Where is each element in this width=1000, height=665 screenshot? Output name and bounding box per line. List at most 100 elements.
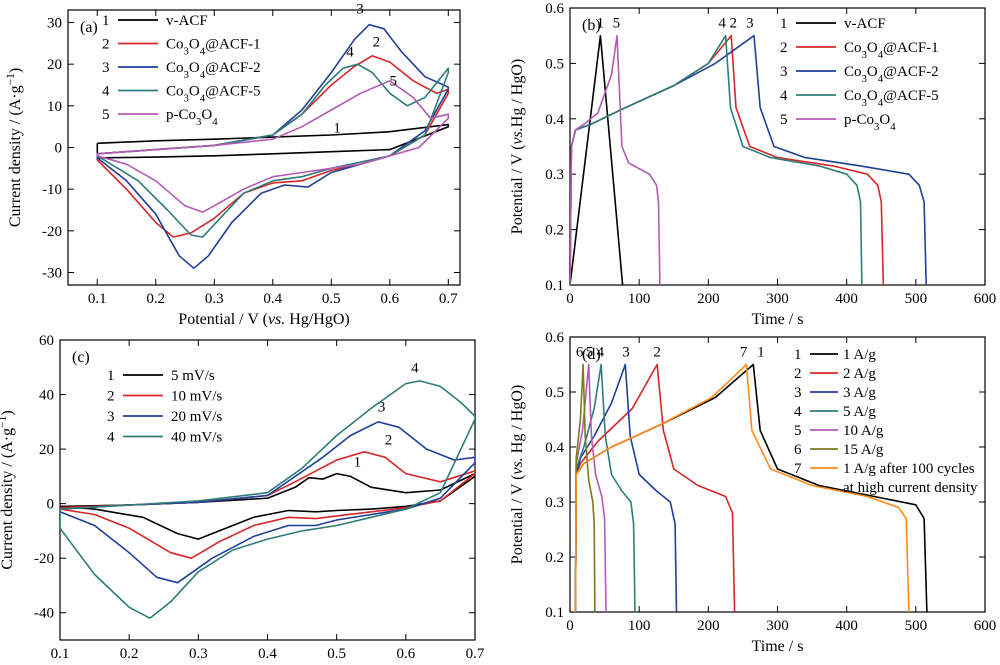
legend-entry: Co3O4@ACF-1	[844, 40, 939, 61]
legend-entry: Co3O4@ACF-1	[166, 37, 261, 58]
series-line-4	[60, 380, 475, 619]
x-tick-label: 600	[974, 618, 997, 634]
x-tick-label: 0.2	[146, 291, 165, 307]
legend-entry: Co3O4@ACF-5	[166, 84, 261, 105]
legend-number: 3	[107, 409, 115, 425]
x-tick-label: 100	[628, 618, 651, 634]
y-axis-label: Current density / (A·g−1)	[5, 68, 24, 227]
x-tick-label: 500	[905, 618, 928, 634]
chart-panel-a: 0.1 0.2 0.3 0.4 0.5 0.6 0.7 -30 -20 -10 0 10 20 30 Pot…	[5, 1, 461, 328]
x-tick-label: 400	[835, 618, 858, 634]
plot-frame	[59, 339, 476, 641]
x-axis-label: Time / s	[752, 311, 804, 328]
curve-number-label: 3	[378, 399, 386, 415]
x-tick-label: 0	[566, 618, 574, 634]
y-tick-label: 0.3	[545, 167, 564, 183]
curve-number-label: 2	[385, 432, 393, 448]
series-line-7	[574, 363, 910, 612]
x-tick-label: 0.3	[189, 646, 208, 662]
curve-number-label: 4	[346, 45, 354, 61]
legend-entry: 10 A/g	[843, 423, 884, 439]
curve-number-label: 3	[746, 15, 754, 31]
curve-number-label: 4	[718, 15, 726, 31]
legend-entry: 3 A/g	[843, 385, 876, 401]
x-tick-label: 600	[974, 291, 997, 307]
legend-entry: 2 A/g	[843, 366, 876, 382]
legend-entry: 15 A/g	[843, 442, 884, 458]
y-tick-label: 0.3	[545, 495, 564, 511]
x-tick-label: 0.6	[396, 646, 415, 662]
curve-number-label: 5	[390, 73, 398, 89]
legend-number: 4	[107, 430, 115, 446]
y-tick-label: -40	[34, 606, 54, 622]
legend-number: 5	[102, 107, 110, 123]
legend-entry: v-ACF	[166, 13, 208, 29]
curve-number-label: 5	[613, 15, 621, 31]
curve-number-label: 4	[597, 344, 605, 360]
x-tick-label: 100	[628, 291, 651, 307]
legend-entry: p-Co3O4	[844, 112, 896, 133]
series-line-4	[96, 63, 450, 238]
y-tick-label: 0.4	[545, 112, 564, 128]
x-tick-label: 0.3	[205, 291, 224, 307]
x-tick-label: 0.2	[120, 646, 139, 662]
legend-number: 1	[794, 347, 802, 363]
series-line-4	[574, 363, 636, 612]
y-tick-label: 0.2	[545, 550, 564, 566]
legend-number: 5	[794, 423, 802, 439]
y-tick-label: 0	[55, 141, 63, 157]
y-tick-label: -10	[42, 182, 62, 198]
curve-number-label: 2	[729, 15, 737, 31]
legend-entry: p-Co3O4	[166, 107, 218, 128]
y-tick-label: 0.5	[545, 385, 564, 401]
curve-number-label: 3	[622, 344, 630, 360]
series-line-1	[96, 123, 450, 159]
series-line-5	[574, 363, 607, 612]
legend-entry-continued: at high current density	[843, 480, 978, 496]
y-tick-label: 10	[47, 99, 62, 115]
series-line-4	[570, 34, 863, 285]
x-tick-label: 0.4	[263, 291, 282, 307]
x-tick-label: 0.4	[258, 646, 277, 662]
legend-entry: Co3O4@ACF-2	[844, 64, 939, 85]
legend-entry: 10 mV/s	[171, 389, 222, 405]
y-tick-label: 20	[39, 442, 54, 458]
y-tick-label: 0.2	[545, 223, 564, 239]
series-line-5	[570, 34, 661, 285]
y-tick-label: 0.6	[545, 330, 564, 346]
legend-number: 2	[780, 40, 788, 56]
legend-number: 1	[102, 13, 110, 29]
y-tick-label: 0.4	[545, 440, 564, 456]
y-tick-label: 0.6	[545, 1, 564, 17]
legend-entry: Co3O4@ACF-2	[166, 60, 261, 81]
legend-number: 2	[102, 37, 110, 53]
legend-entry: 1 A/g after 100 cycles	[843, 461, 975, 477]
y-tick-label: 60	[39, 333, 54, 349]
y-axis-label: Potential / V (vs. Hg / HgO)	[509, 385, 526, 564]
y-axis-label: Current density / (A·g−1)	[0, 410, 16, 569]
legend-entry: v-ACF	[844, 16, 886, 32]
x-axis-label: Time / s	[752, 638, 804, 655]
legend-number: 4	[794, 404, 802, 420]
series-line-5	[96, 80, 450, 213]
curve-number-label: 1	[354, 455, 362, 471]
y-tick-label: 0.1	[545, 605, 564, 621]
panel-label: (b)	[582, 17, 601, 34]
curve-number-label: 1	[597, 15, 605, 31]
series-line-2	[60, 451, 475, 559]
series-line-6	[574, 363, 596, 612]
x-tick-label: 200	[697, 618, 720, 634]
legend-number: 4	[780, 88, 788, 104]
legend-entry: 40 mV/s	[171, 430, 222, 446]
curve-number-label: 1	[757, 344, 765, 360]
x-tick-label: 0	[566, 291, 574, 307]
legend-number: 3	[102, 60, 110, 76]
curve-number-label: 4	[411, 360, 419, 376]
legend-entry: 20 mV/s	[171, 409, 222, 425]
chart-panel-d: 0 100 200 300 400 500 600 0.1 0.2 0.3 0.4 0.5 0.6 Tim…	[509, 330, 996, 655]
legend-entry: 1 A/g	[843, 347, 876, 363]
y-tick-label: 0.1	[545, 278, 564, 294]
x-tick-label: 400	[835, 291, 858, 307]
curve-number-label: 3	[356, 1, 364, 17]
